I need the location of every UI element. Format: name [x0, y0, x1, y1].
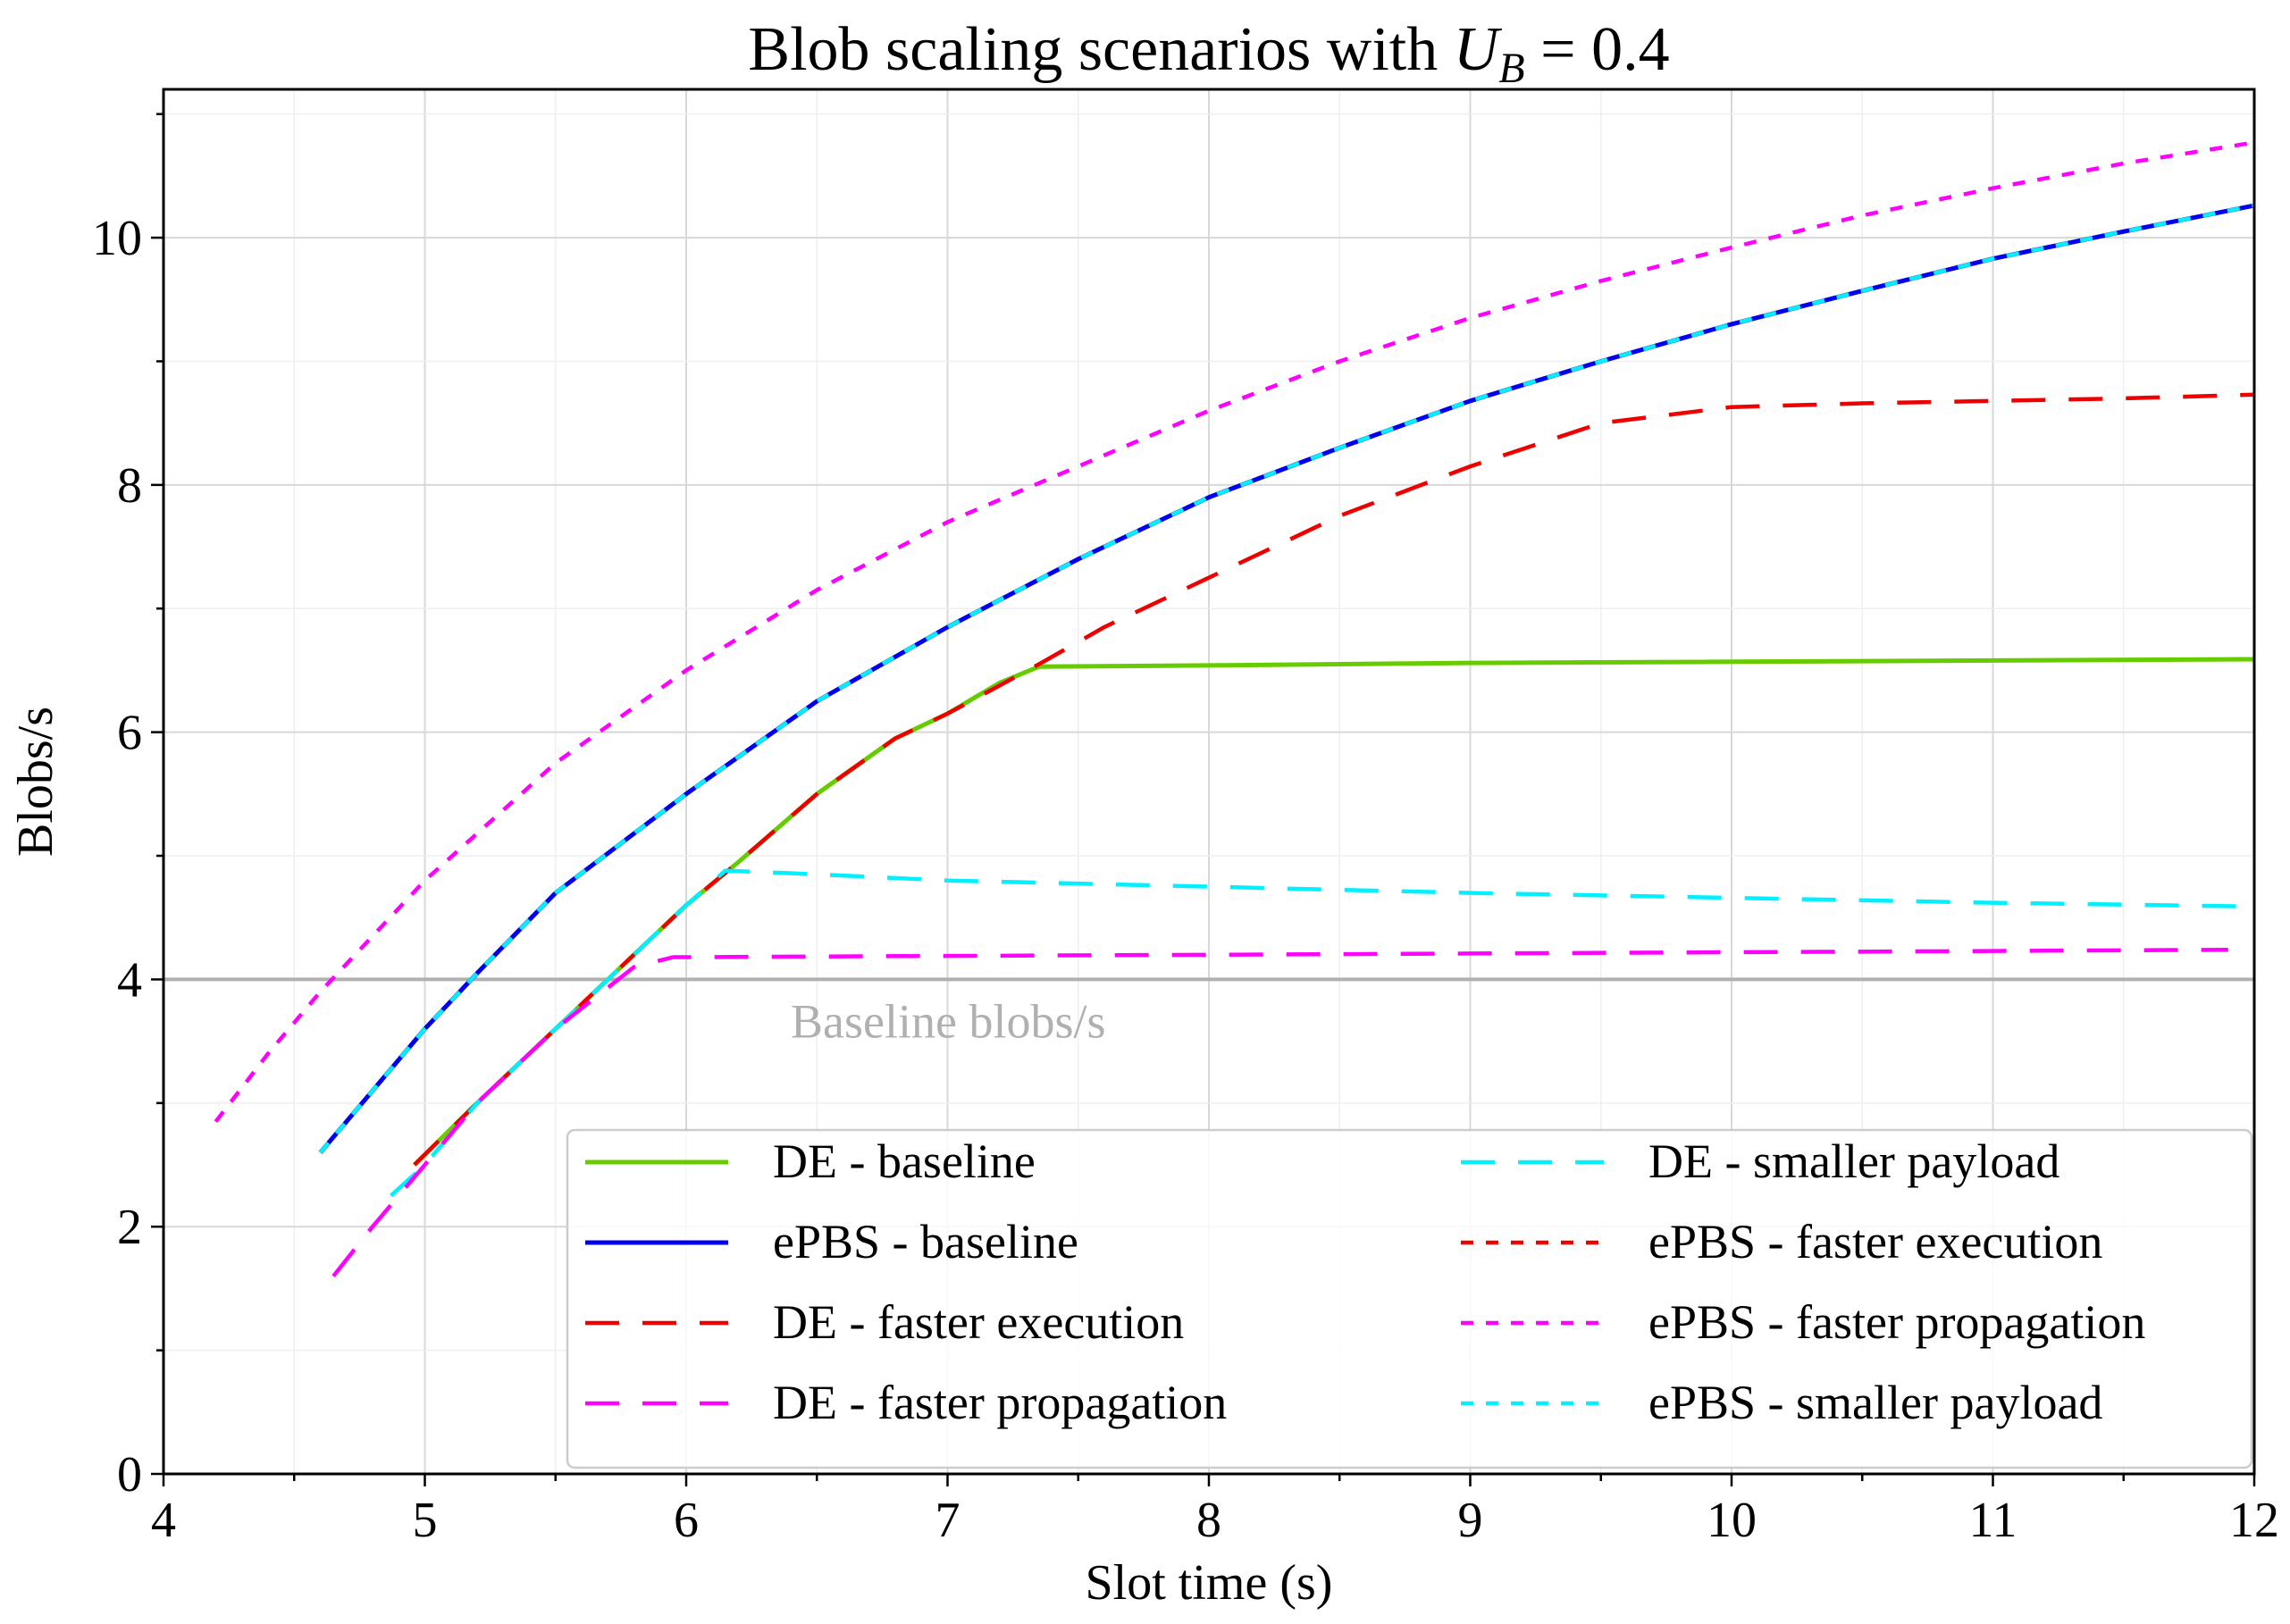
legend-label: ePBS - faster execution	[1648, 1215, 2102, 1268]
y-tick-label: 2	[117, 1200, 142, 1255]
x-tick-label: 7	[935, 1493, 960, 1548]
x-tick-label: 4	[151, 1493, 176, 1548]
legend-box	[566, 1128, 2253, 1469]
legend-label: DE - faster execution	[773, 1295, 1184, 1349]
legend-label: ePBS - smaller payload	[1648, 1376, 2102, 1429]
legend-label: DE - faster propagation	[773, 1376, 1227, 1429]
title-math-base: U	[1454, 15, 1503, 84]
series-line	[214, 140, 2255, 1123]
axis-ticks: 4 5 6 7 8 9 10 11 12 0 2 4 6 8 10	[92, 113, 2279, 1548]
legend-label: DE - smaller payload	[1648, 1134, 2059, 1188]
y-tick-label: 8	[117, 458, 142, 514]
x-tick-label: 12	[2229, 1493, 2279, 1548]
series-line	[318, 203, 2255, 1154]
y-axis-label: Blobs/s	[8, 707, 63, 857]
series-lines	[214, 140, 2255, 1277]
series-line	[331, 947, 2228, 1277]
x-tick-label: 9	[1458, 1493, 1483, 1548]
y-tick-label: 6	[117, 706, 142, 761]
title-math-rest: = 0.4	[1525, 15, 1670, 84]
title-text: Blob scaling scenarios with	[748, 15, 1453, 84]
legend-label: ePBS - faster propagation	[1648, 1295, 2145, 1349]
x-axis-label: Slot time (s)	[1086, 1555, 1333, 1611]
x-tick-label: 5	[413, 1493, 438, 1548]
title-math-sub: B	[1498, 45, 1524, 92]
legend: DE - baseline ePBS - baseline DE - faster …	[566, 1128, 2253, 1469]
legend-label: DE - baseline	[773, 1134, 1036, 1188]
x-tick-label: 10	[1707, 1493, 1757, 1548]
y-tick-label: 4	[117, 952, 142, 1008]
y-tick-label: 10	[92, 211, 142, 266]
y-tick-label: 0	[117, 1447, 142, 1503]
reference-line-label: Baseline blobs/s	[791, 994, 1105, 1048]
x-tick-label: 8	[1196, 1493, 1221, 1548]
x-tick-label: 11	[1969, 1493, 2017, 1548]
chart-title: Blob scaling scenarios with UB = 0.4	[748, 15, 1669, 92]
series-line	[413, 392, 2255, 1167]
series-line	[318, 203, 2255, 1154]
series-line	[318, 203, 2255, 1154]
series-line	[413, 657, 2255, 1167]
x-tick-label: 6	[674, 1493, 699, 1548]
legend-label: ePBS - baseline	[773, 1215, 1078, 1268]
